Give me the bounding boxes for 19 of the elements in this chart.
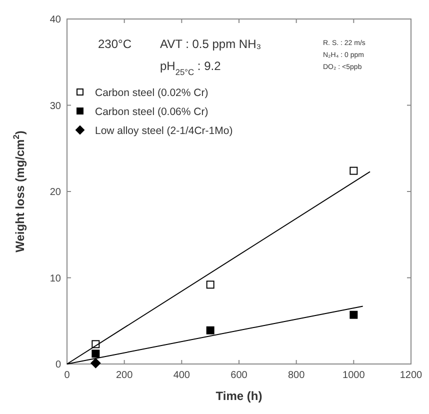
- x-tick-label: 800: [288, 370, 306, 381]
- x-axis-title: Time (h): [216, 389, 262, 403]
- x-tick-label: 400: [173, 370, 190, 381]
- y-tick-label: 40: [50, 14, 62, 26]
- y-tick-label: 0: [55, 360, 62, 370]
- annotation: 230°C: [98, 37, 132, 51]
- x-tick-label: 0: [64, 370, 70, 381]
- y-tick-label: 20: [50, 187, 62, 198]
- annotation: AVT : 0.5 ppm NH₃: [160, 37, 262, 51]
- x-tick-label: 600: [230, 370, 248, 381]
- y-tick-label: 30: [50, 100, 62, 112]
- y-tick-label: 10: [50, 273, 62, 284]
- legend-label: Carbon steel (0.06% Cr): [95, 106, 208, 118]
- x-tick-label: 200: [116, 370, 134, 381]
- x-tick-label: 1000: [342, 370, 366, 381]
- x-tick-label: 1200: [400, 370, 423, 381]
- annotation: pH$_{25°C}$ : 9.2: [160, 59, 222, 77]
- legend-label: Low alloy steel (2-1/4Cr-1Mo): [95, 125, 233, 137]
- legend-label: Carbon steel (0.02% Cr): [95, 87, 208, 99]
